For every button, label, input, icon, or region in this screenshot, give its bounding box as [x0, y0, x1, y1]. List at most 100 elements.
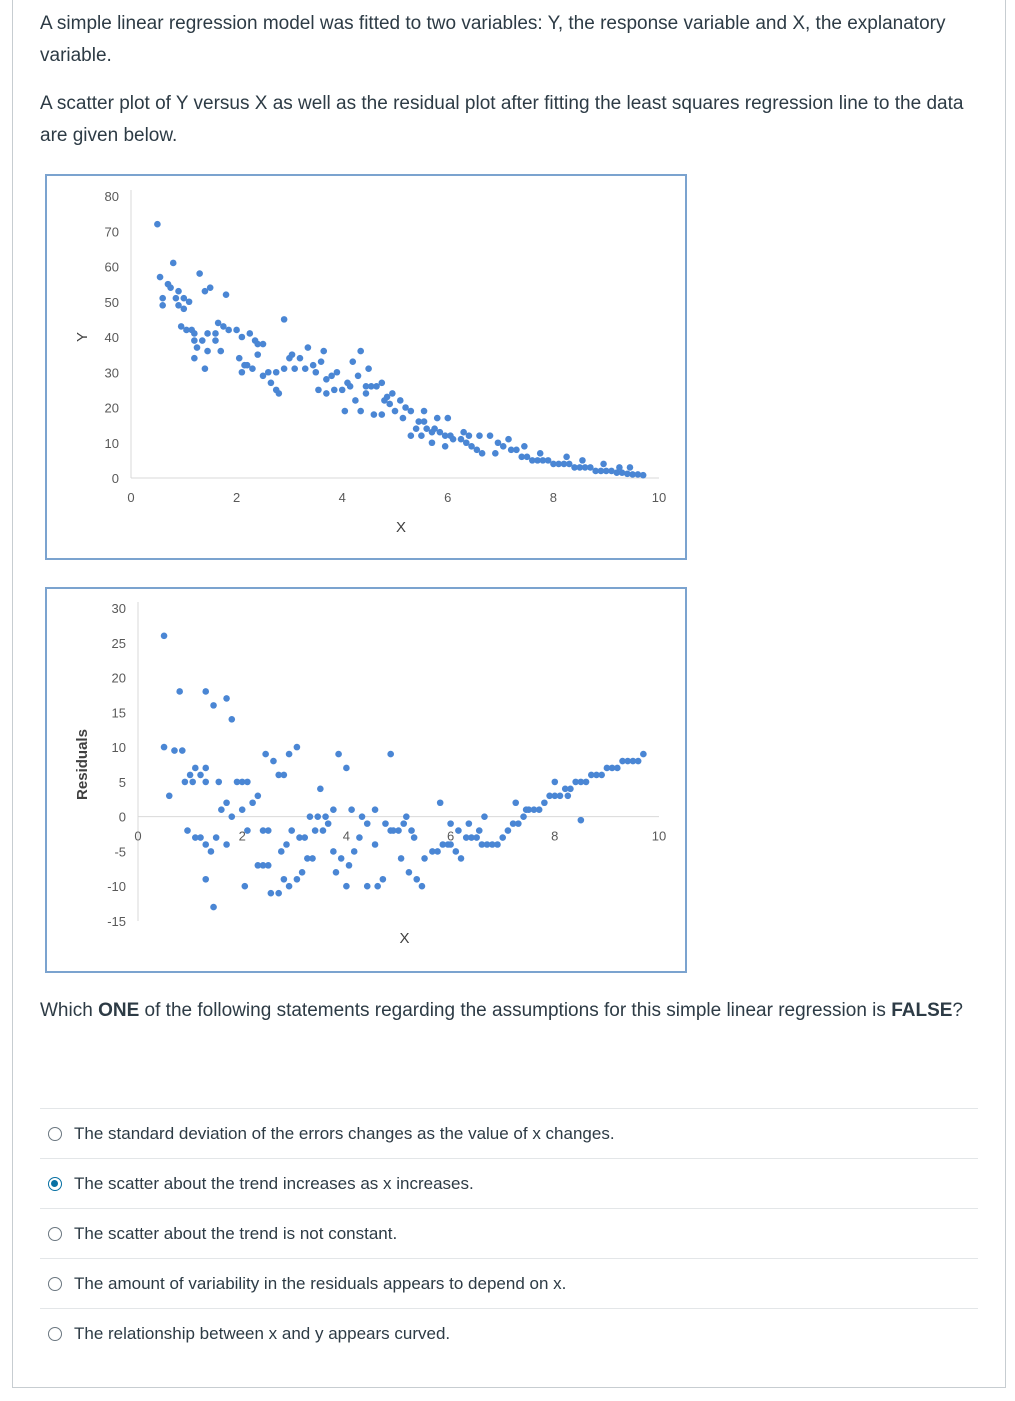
data-point [494, 841, 501, 848]
data-point [597, 467, 605, 475]
answer-option-label: The standard deviation of the errors cha… [74, 1123, 615, 1143]
data-point [317, 785, 324, 793]
data-point [356, 834, 363, 841]
data-point [233, 326, 240, 334]
data-point [626, 464, 634, 471]
data-point [320, 347, 328, 355]
data-point [315, 386, 322, 394]
data-point [223, 695, 230, 702]
data-point [412, 425, 420, 432]
data-point [564, 792, 572, 800]
answer-option-3[interactable]: The scatter about the trend is not const… [40, 1208, 978, 1258]
data-point [202, 688, 210, 695]
answer-option-5[interactable]: The relationship between x and y appears… [40, 1308, 978, 1358]
data-point [172, 294, 180, 302]
data-point [462, 834, 470, 841]
data-point [304, 855, 311, 862]
data-point [169, 259, 177, 267]
data-point [259, 862, 267, 869]
data-point [332, 869, 340, 876]
data-point [291, 365, 298, 373]
data-point [418, 432, 425, 440]
data-point [323, 376, 330, 383]
data-point [223, 841, 230, 848]
data-point [515, 820, 522, 827]
data-point [160, 743, 168, 751]
data-point [280, 316, 288, 323]
data-point [374, 882, 381, 890]
data-point [238, 806, 246, 814]
data-point [365, 365, 372, 373]
data-point [455, 827, 462, 834]
data-point [218, 806, 225, 814]
data-point [478, 841, 486, 848]
data-point [345, 862, 353, 869]
data-point [415, 418, 423, 425]
data-point [254, 862, 262, 869]
data-point [436, 799, 444, 807]
data-point [370, 411, 378, 418]
data-point [210, 702, 217, 709]
data-point [349, 358, 357, 365]
data-point [189, 778, 197, 786]
radio-unselected-icon[interactable] [48, 1126, 62, 1141]
data-point [167, 284, 174, 291]
x-tick-label: 6 [447, 829, 454, 844]
data-point [407, 432, 415, 440]
y-tick-label: 10 [112, 740, 126, 755]
radio-selected-icon[interactable] [48, 1176, 62, 1191]
data-point [288, 351, 296, 358]
data-point [264, 862, 272, 869]
data-point [418, 882, 426, 890]
data-point [160, 632, 168, 640]
data-point [593, 771, 600, 779]
data-point [181, 778, 189, 786]
data-point [447, 841, 454, 848]
answer-option-2[interactable]: The scatter about the trend increases as… [40, 1158, 978, 1208]
data-point [441, 432, 449, 440]
data-point [550, 460, 557, 468]
data-point [198, 337, 206, 344]
data-point [629, 757, 637, 765]
data-point [330, 806, 337, 814]
radio-unselected-icon[interactable] [48, 1326, 62, 1341]
radio-unselected-icon[interactable] [48, 1226, 62, 1241]
answer-options: The standard deviation of the errors cha… [40, 1108, 978, 1358]
data-point [452, 848, 460, 855]
data-point [220, 323, 227, 330]
data-point [228, 715, 236, 723]
data-point [507, 446, 515, 454]
data-point [600, 460, 607, 468]
y-axis-title: Residuals [74, 729, 91, 800]
x-axis-title: X [399, 930, 409, 947]
data-point [233, 778, 241, 786]
data-point [465, 432, 473, 440]
data-point [530, 806, 538, 814]
data-point [177, 323, 185, 330]
data-point [223, 799, 230, 807]
data-point [246, 330, 254, 337]
answer-option-4[interactable]: The amount of variability in the residua… [40, 1258, 978, 1308]
data-point [262, 750, 269, 758]
data-point [587, 771, 595, 779]
content-frame [12, 0, 1006, 1388]
y-tick-label: 30 [112, 601, 126, 616]
radio-unselected-icon[interactable] [48, 1276, 62, 1291]
data-point [488, 841, 496, 848]
data-point [468, 834, 475, 841]
data-point [608, 467, 615, 475]
data-point [444, 414, 452, 422]
data-point [391, 407, 399, 415]
data-point [330, 848, 337, 855]
data-point [337, 855, 345, 862]
data-point [312, 368, 320, 376]
data-point [367, 383, 375, 390]
data-point [371, 841, 379, 848]
data-point [423, 425, 430, 432]
data-point [581, 464, 589, 471]
data-point [222, 291, 230, 298]
answer-option-1[interactable]: The standard deviation of the errors cha… [40, 1108, 978, 1158]
data-point [592, 467, 599, 475]
data-point [387, 750, 394, 758]
data-point [522, 806, 530, 814]
